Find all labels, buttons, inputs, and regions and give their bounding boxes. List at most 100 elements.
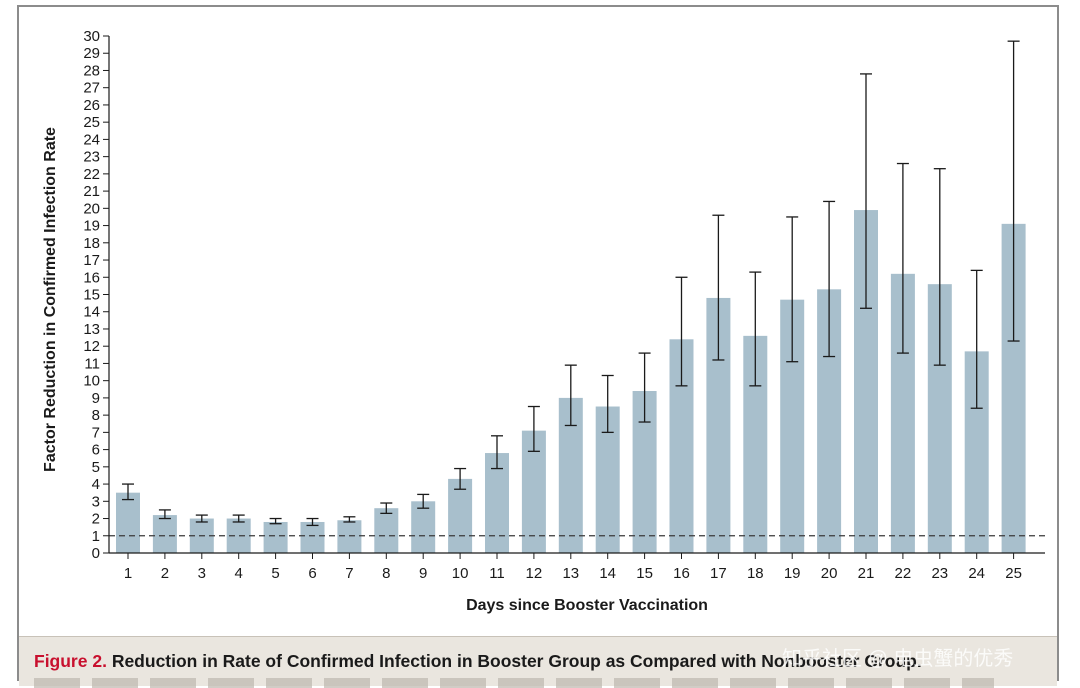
error-bar-day-18 [749,271,762,387]
bar-day-10 [448,478,473,553]
error-bar-day-16 [675,276,688,387]
y-tick-label: 4 [92,476,100,493]
error-bar-day-17 [712,214,725,361]
x-tick-label: 14 [599,565,616,582]
x-tick-label: 13 [562,565,579,582]
error-bar-day-3 [195,514,208,523]
x-tick-label: 8 [382,565,390,582]
error-bar-day-23 [933,168,946,366]
y-tick-label: 17 [83,252,100,269]
error-bar-day-22 [896,162,909,354]
error-bar-day-13 [564,364,577,427]
error-bar-day-24 [970,269,983,409]
x-tick-label: 7 [345,565,353,582]
caption-text: Reduction in Rate of Confirmed Infection… [111,651,922,671]
x-tick-label: 19 [784,565,801,582]
y-tick-label: 15 [83,287,100,304]
x-tick-label: 6 [308,565,316,582]
x-tick-label: 2 [161,565,169,582]
caption-band: Figure 2. Reduction in Rate of Confirmed… [19,636,1057,688]
y-tick-label: 14 [83,304,100,321]
y-tick-label: 7 [92,424,100,441]
y-tick-label: 11 [84,355,100,372]
error-bar-day-6 [306,517,319,527]
bar-chart: 0123456789101112131415161718192021222324… [42,28,1049,614]
y-axis: 0123456789101112131415161718192021222324… [83,28,110,562]
y-tick-label: 18 [83,235,100,252]
bar-day-8 [374,508,399,553]
error-bar-day-8 [380,502,393,515]
y-tick-label: 12 [83,338,100,355]
error-bar-day-21 [860,73,872,309]
x-tick-label: 24 [968,565,985,582]
x-tick-label: 17 [710,565,727,582]
error-bar-day-14 [601,374,614,434]
bar-day-2 [152,515,177,553]
y-tick-label: 22 [83,166,100,183]
y-tick-label: 9 [92,390,100,407]
x-tick-label: 16 [673,565,690,582]
error-bar-day-10 [454,467,467,490]
error-bar-day-7 [343,516,356,523]
y-tick-label: 3 [92,493,100,510]
y-tick-label: 26 [83,97,100,114]
error-bar-day-15 [638,352,651,423]
error-bar-day-25 [1007,40,1020,342]
x-tick-label: 9 [419,565,427,582]
y-tick-label: 28 [83,62,100,79]
x-tick-label: 10 [452,565,469,582]
x-tick-label: 22 [895,565,912,582]
error-bar-day-12 [527,405,540,452]
error-bar-day-9 [417,493,430,509]
watermark: 知乎社区 @ 电虫蟹的优秀 [782,648,1014,670]
bar-day-6 [300,521,325,553]
y-tick-label: 24 [83,131,100,148]
y-tick-label: 0 [92,545,100,562]
y-tick-label: 2 [92,511,100,528]
x-axis: 1 2 3 4 5 6 7 8 9 10 11 12 13 14 15 16 17 18 19 20 21 22 23 24 2… [109,552,1045,582]
y-tick-label: 20 [83,200,100,217]
y-tick-label: 29 [83,45,100,62]
x-tick-label: 4 [235,565,243,582]
y-tick-label: 21 [83,183,100,200]
y-tick-label: 16 [83,269,100,286]
x-tick-label: 3 [198,565,206,582]
error-bar-day-1 [122,483,134,501]
x-tick-label: 21 [858,565,875,582]
y-tick-label: 30 [83,28,100,45]
y-axis-title: Factor Reduction in Confirmed Infection … [42,127,59,472]
x-tick-label: 11 [489,565,505,582]
x-tick-label: 20 [821,565,838,582]
x-tick-label: 25 [1005,565,1022,582]
x-tick-label: 1 [124,565,132,582]
y-tick-label: 6 [92,442,100,459]
x-tick-label: 5 [271,565,279,582]
figure-caption: Figure 2. Reduction in Rate of Confirmed… [34,651,922,672]
x-tick-label: 15 [636,565,653,582]
y-tick-label: 27 [83,80,100,97]
error-bar-day-11 [491,435,503,470]
x-tick-label: 12 [526,565,543,582]
error-bar-day-2 [158,509,171,520]
y-tick-label: 1 [92,528,100,545]
error-bar-day-19 [786,216,799,363]
bar-day-5 [263,521,288,553]
x-tick-label: 23 [931,565,948,582]
x-tick-label: 18 [747,565,764,582]
error-bar-day-5 [269,517,282,525]
error-bar-day-20 [823,200,836,358]
error-bar-day-4 [232,514,245,523]
bar-day-9 [411,501,436,553]
caption-second-line [34,678,994,688]
y-tick-label: 23 [83,149,100,166]
figure-label: Figure 2. [34,651,107,671]
bar-day-1 [116,492,140,553]
y-tick-label: 19 [83,218,100,235]
y-tick-label: 8 [92,407,100,424]
y-tick-label: 13 [83,321,100,338]
error-bars-layer [122,40,1020,527]
y-tick-label: 10 [83,373,100,390]
x-axis-title: Days since Booster Vaccination [466,597,708,614]
y-tick-label: 25 [83,114,100,131]
bar-day-7 [337,520,362,553]
